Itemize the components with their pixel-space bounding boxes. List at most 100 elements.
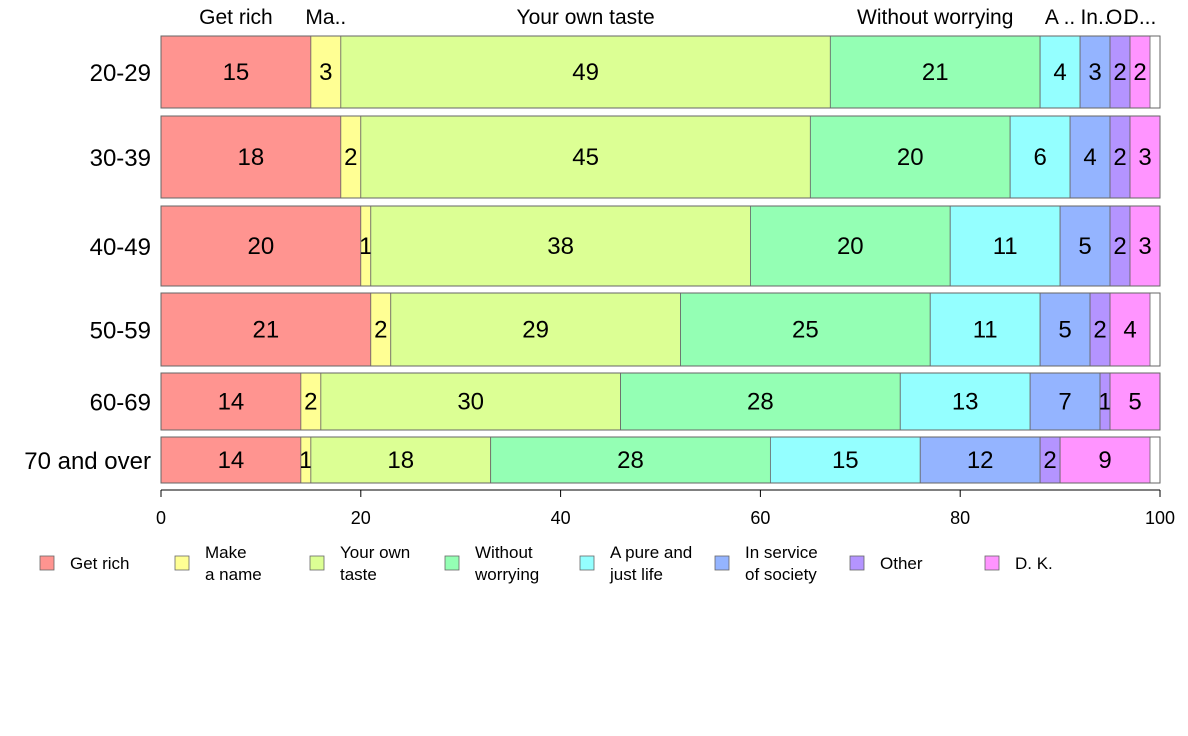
row-label: 30-39 — [90, 145, 151, 172]
series-top-label: Ma.. — [305, 6, 346, 29]
bar-value-label: 3 — [1138, 144, 1151, 171]
bar-value-label: 18 — [387, 447, 414, 474]
bar-value-label: 11 — [993, 233, 1018, 260]
bar-value-label: 3 — [319, 59, 332, 86]
bar-segment — [929, 292, 1041, 367]
series-top-label: D... — [1124, 6, 1157, 29]
bar-value-label: 5 — [1058, 317, 1071, 344]
bar-segment — [809, 115, 1011, 199]
bar-value-label: 20 — [837, 233, 864, 260]
bar-value-label: 15 — [223, 59, 250, 86]
legend-label: Get rich — [70, 554, 130, 573]
bar-value-label: 4 — [1083, 144, 1096, 171]
bar-value-label: 4 — [1053, 59, 1066, 86]
bar-segment — [1079, 35, 1111, 109]
bar-value-label: 2 — [374, 317, 387, 344]
legend-swatch — [309, 555, 325, 571]
bar-value-label: 20 — [897, 144, 924, 171]
bar-segment — [680, 292, 931, 367]
bar-segment — [899, 372, 1031, 431]
row-label: 70 and over — [24, 448, 151, 475]
bar-segment — [1009, 115, 1071, 199]
bar-segment — [620, 372, 901, 431]
x-tick-label: 0 — [156, 508, 166, 528]
row-label: 40-49 — [90, 234, 151, 261]
legend-swatch — [714, 555, 730, 571]
bar-segment — [390, 292, 681, 367]
bar-value-label: 2 — [344, 144, 357, 171]
legend-label: Make — [205, 543, 247, 562]
bar-outline — [160, 35, 1161, 109]
bar-segment — [1039, 292, 1091, 367]
legend-label: D. K. — [1015, 554, 1053, 573]
bar-segment — [1109, 292, 1151, 367]
bar-segment — [1069, 115, 1111, 199]
bar-value-label: 7 — [1058, 389, 1071, 416]
bar-segment — [310, 436, 492, 484]
bar-value-label: 9 — [1098, 447, 1111, 474]
bar-value-label: 28 — [747, 389, 774, 416]
bar-value-label: 14 — [218, 447, 245, 474]
bar-value-label: 29 — [522, 317, 549, 344]
bar-value-label: 2 — [304, 389, 317, 416]
legend-label: A pure and — [610, 543, 692, 562]
x-tick-label: 100 — [1145, 508, 1175, 528]
bar-segment — [160, 115, 342, 199]
x-tick-label: 40 — [551, 508, 571, 528]
bar-segment — [320, 372, 621, 431]
legend-swatch — [579, 555, 595, 571]
bar-value-label: 4 — [1123, 317, 1136, 344]
bar-value-label: 2 — [1113, 144, 1126, 171]
bar-segment — [829, 35, 1041, 109]
legend-label: Your own — [340, 543, 410, 562]
bar-segment — [750, 205, 951, 287]
row-label: 50-59 — [90, 318, 151, 345]
bar-value-label: 6 — [1033, 144, 1046, 171]
row-label: 60-69 — [90, 390, 151, 417]
bar-value-label: 14 — [218, 389, 245, 416]
bar-value-label: 2 — [1113, 233, 1126, 260]
bar-value-label: 11 — [973, 317, 998, 344]
legend-label: worrying — [474, 565, 539, 584]
bar-value-label: 5 — [1078, 233, 1091, 260]
series-top-label: A .. — [1045, 6, 1075, 29]
series-top-label: O.. — [1106, 6, 1134, 29]
bar-segment — [919, 436, 1041, 484]
bar-value-label: 2 — [1133, 59, 1146, 86]
bar-outline — [160, 436, 1161, 484]
legend-swatch — [39, 555, 55, 571]
bar-value-label: 25 — [792, 317, 819, 344]
bar-value-label: 18 — [238, 144, 265, 171]
x-tick-label: 80 — [950, 508, 970, 528]
bar-value-label: 13 — [952, 389, 979, 416]
bar-value-label: 2 — [1043, 447, 1056, 474]
legend-label: just life — [609, 565, 663, 584]
legend-label: In service — [745, 543, 818, 562]
bar-value-label: 45 — [572, 144, 599, 171]
bar-value-label: 12 — [967, 447, 994, 474]
bar-value-label: 2 — [1113, 59, 1126, 86]
bar-segment — [490, 436, 771, 484]
row-label: 20-29 — [90, 60, 151, 87]
x-tick-label: 20 — [351, 508, 371, 528]
bar-value-label: 15 — [832, 447, 859, 474]
legend-label: Without — [475, 543, 533, 562]
bar-value-label: 1 — [1098, 389, 1111, 416]
bar-segment — [370, 205, 751, 287]
legend-swatch — [849, 555, 865, 571]
bar-value-label: 3 — [1088, 59, 1101, 86]
series-top-label: In.. — [1080, 6, 1109, 29]
bar-segment — [1059, 205, 1111, 287]
legend-swatch — [984, 555, 1000, 571]
bar-segment — [160, 292, 372, 367]
bar-value-label: 3 — [1138, 233, 1151, 260]
bar-value-label: 38 — [547, 233, 574, 260]
legend-label: Other — [880, 554, 923, 573]
legend-label: taste — [340, 565, 377, 584]
bar-outline — [160, 205, 1161, 287]
bar-value-label: 2 — [1093, 317, 1106, 344]
bar-outline — [160, 115, 1161, 199]
bar-value-label: 21 — [253, 317, 280, 344]
bar-segment — [160, 35, 312, 109]
